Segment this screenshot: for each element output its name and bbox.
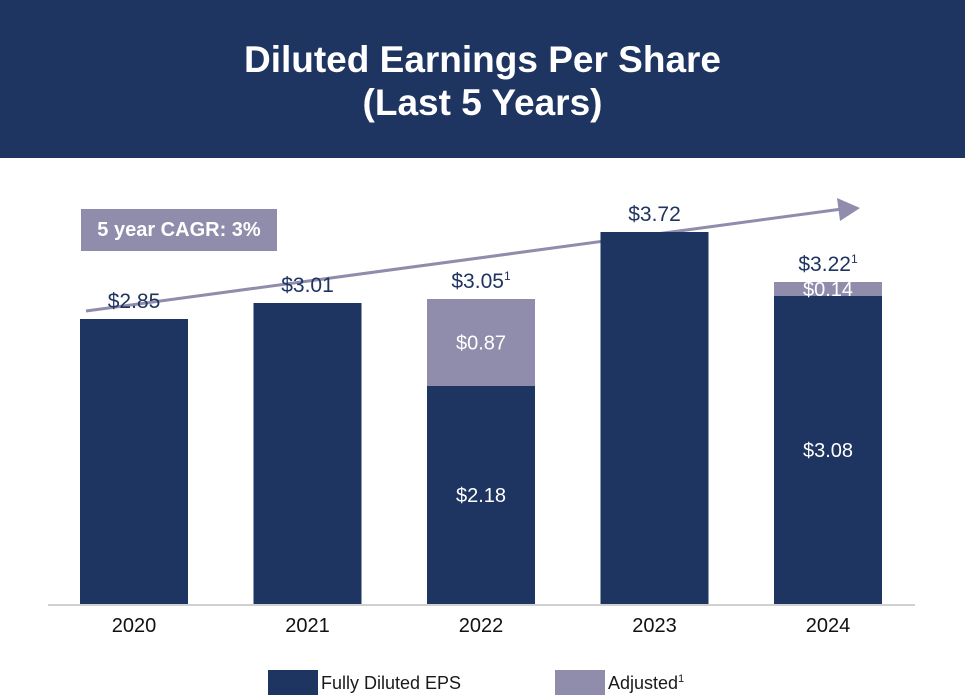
x-tick-label-2024: 2024	[806, 615, 851, 637]
total-label-2020: $2.85	[108, 290, 161, 313]
legend-text-adjusted: Adjusted	[608, 673, 679, 693]
bar-fully-diluted-2020	[80, 319, 188, 604]
cagr-trend-arrow-line	[85, 207, 843, 313]
legend-swatch-fully-diluted	[268, 670, 318, 695]
cagr-trend-arrow-head	[837, 198, 860, 221]
segment-label-fully-diluted-2022: $2.18	[456, 485, 506, 507]
total-label-2022: $3.051	[451, 269, 511, 293]
title-banner: Diluted Earnings Per Share (Last 5 Years…	[0, 0, 965, 158]
legend-footnote-adjusted: 1	[678, 673, 685, 685]
legend-text-fully-diluted: Fully Diluted EPS	[321, 673, 462, 693]
bar-fully-diluted-2022	[427, 386, 535, 604]
chart-title-line2: (Last 5 Years)	[362, 82, 603, 123]
x-tick-label-2020: 2020	[112, 615, 157, 637]
total-label-2023: $3.72	[628, 203, 681, 226]
segment-label-adjusted-2022: $0.87	[456, 333, 506, 355]
bar-adjusted-2022	[427, 299, 535, 386]
bar-fully-diluted-2021	[253, 303, 362, 604]
chart-title-line1: Diluted Earnings Per Share	[243, 39, 722, 80]
bar-adjusted-2024	[774, 282, 882, 296]
segment-label-adjusted-2024: $0.14	[803, 279, 853, 301]
x-tick-label-2023: 2023	[632, 615, 677, 637]
legend-label-adjusted: Adjusted1	[608, 673, 684, 694]
bar-fully-diluted-2023	[600, 232, 709, 604]
cagr-badge: 5 year CAGR: 3%	[81, 209, 277, 251]
legend-swatch-adjusted	[555, 670, 605, 695]
total-label-2021: $3.01	[281, 274, 334, 297]
x-tick-label-2021: 2021	[285, 615, 330, 637]
bar-fully-diluted-2024	[774, 296, 882, 604]
total-label-2024: $3.221	[798, 252, 858, 276]
x-tick-label-2022: 2022	[459, 615, 504, 637]
segment-label-fully-diluted-2024: $3.08	[803, 440, 853, 462]
legend-label-fully-diluted: Fully Diluted EPS	[321, 673, 461, 694]
